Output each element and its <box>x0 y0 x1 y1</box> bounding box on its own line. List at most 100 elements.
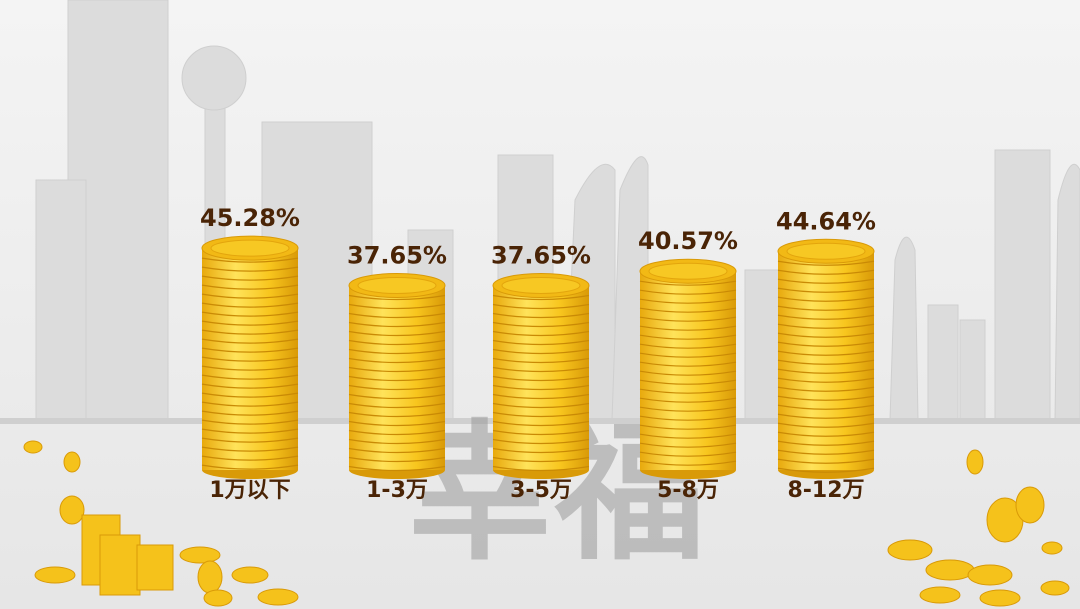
coin-edge <box>492 366 590 373</box>
coin-edge <box>348 321 446 328</box>
coin-edge <box>348 375 446 382</box>
coin-edge <box>777 332 875 338</box>
coin-edge <box>348 330 446 337</box>
coin-edge <box>201 419 299 425</box>
coin-edge <box>492 348 590 355</box>
value-label: 45.28% <box>200 204 300 232</box>
coin-edge <box>639 460 737 466</box>
coin-edge <box>201 284 299 290</box>
coin-edge <box>348 420 446 427</box>
category-label: 1-3万 <box>366 478 428 503</box>
coin-edge <box>492 402 590 409</box>
coin-edge <box>639 415 737 421</box>
coin-edge <box>777 377 875 383</box>
coin-edge <box>492 357 590 364</box>
coin-edge <box>201 266 299 272</box>
coin-edge <box>492 438 590 445</box>
coin-edge <box>348 312 446 319</box>
coin-edge <box>777 269 875 275</box>
coin-edge <box>777 296 875 302</box>
coin-edge <box>639 325 737 331</box>
coin-edge <box>777 395 875 401</box>
coin-edge <box>348 447 446 454</box>
coin-edge <box>201 257 299 263</box>
coin-edge <box>201 293 299 299</box>
coin-edge <box>777 359 875 365</box>
coin-edge <box>639 424 737 430</box>
coin-stack <box>777 238 875 479</box>
coin-edge <box>201 410 299 416</box>
coin-edge <box>639 442 737 448</box>
coin-top-inner <box>357 277 437 295</box>
coin-edge <box>348 366 446 373</box>
coin-edge <box>201 401 299 407</box>
coin-edge <box>777 458 875 464</box>
coin-edge <box>639 406 737 412</box>
coin-stack <box>492 273 590 479</box>
coin-edge <box>639 433 737 439</box>
coin-edge <box>348 348 446 355</box>
coin-edge <box>201 275 299 281</box>
coin-edge <box>492 312 590 319</box>
coin-edge <box>777 431 875 437</box>
coin-edge <box>492 303 590 310</box>
bar <box>349 285 445 470</box>
coin-edge <box>777 440 875 446</box>
coin-edge <box>201 392 299 398</box>
coin-edge <box>492 447 590 454</box>
coin-stack <box>639 258 737 479</box>
coin-top-inner <box>786 242 866 260</box>
coin-edge <box>201 338 299 344</box>
bar <box>778 251 874 470</box>
coin-edge <box>201 365 299 371</box>
coin-edge <box>777 368 875 374</box>
coin-edge <box>777 404 875 410</box>
coin-edge <box>777 449 875 455</box>
coin-edge <box>201 437 299 443</box>
coin-edge <box>201 446 299 452</box>
coin-edge <box>492 411 590 418</box>
coin-edge <box>492 429 590 436</box>
coin-edge <box>348 303 446 310</box>
coin-edge <box>777 350 875 356</box>
coin-edge <box>639 280 737 286</box>
coin-edge <box>348 384 446 391</box>
coin-pile-left <box>23 440 299 607</box>
coin-edge <box>348 456 446 463</box>
coin-edge <box>639 397 737 403</box>
coin-edge <box>201 428 299 434</box>
coin-edge <box>348 411 446 418</box>
coin-edge <box>639 289 737 295</box>
coin-edge <box>201 311 299 317</box>
coin-edge <box>639 370 737 376</box>
category-label: 1万以下 <box>209 478 290 503</box>
coin-edge <box>492 339 590 346</box>
coin-edge <box>201 347 299 353</box>
coin-edge <box>348 402 446 409</box>
coin-edge <box>492 294 590 301</box>
coin-stack <box>201 235 299 479</box>
coin-edge <box>492 465 590 472</box>
coin-edge <box>492 330 590 337</box>
coin-edge <box>777 341 875 347</box>
coin-edge <box>201 383 299 389</box>
coin-edge <box>492 456 590 463</box>
coin-edge <box>639 343 737 349</box>
coin-edge <box>777 278 875 284</box>
coin-edge <box>777 422 875 428</box>
category-label: 3-5万 <box>510 478 572 503</box>
coin-top-inner <box>648 262 728 280</box>
category-label: 8-12万 <box>787 478 864 503</box>
coin-edge <box>201 374 299 380</box>
coin-edge <box>348 294 446 301</box>
coin-edge <box>639 298 737 304</box>
coin-edge <box>639 361 737 367</box>
coin-edge <box>492 375 590 382</box>
coin-edge <box>639 307 737 313</box>
coin-edge <box>492 321 590 328</box>
coin-edge <box>777 314 875 320</box>
coin-edge <box>639 388 737 394</box>
coin-edge <box>777 287 875 293</box>
coin-edge <box>777 467 875 473</box>
coin-edge <box>348 465 446 472</box>
